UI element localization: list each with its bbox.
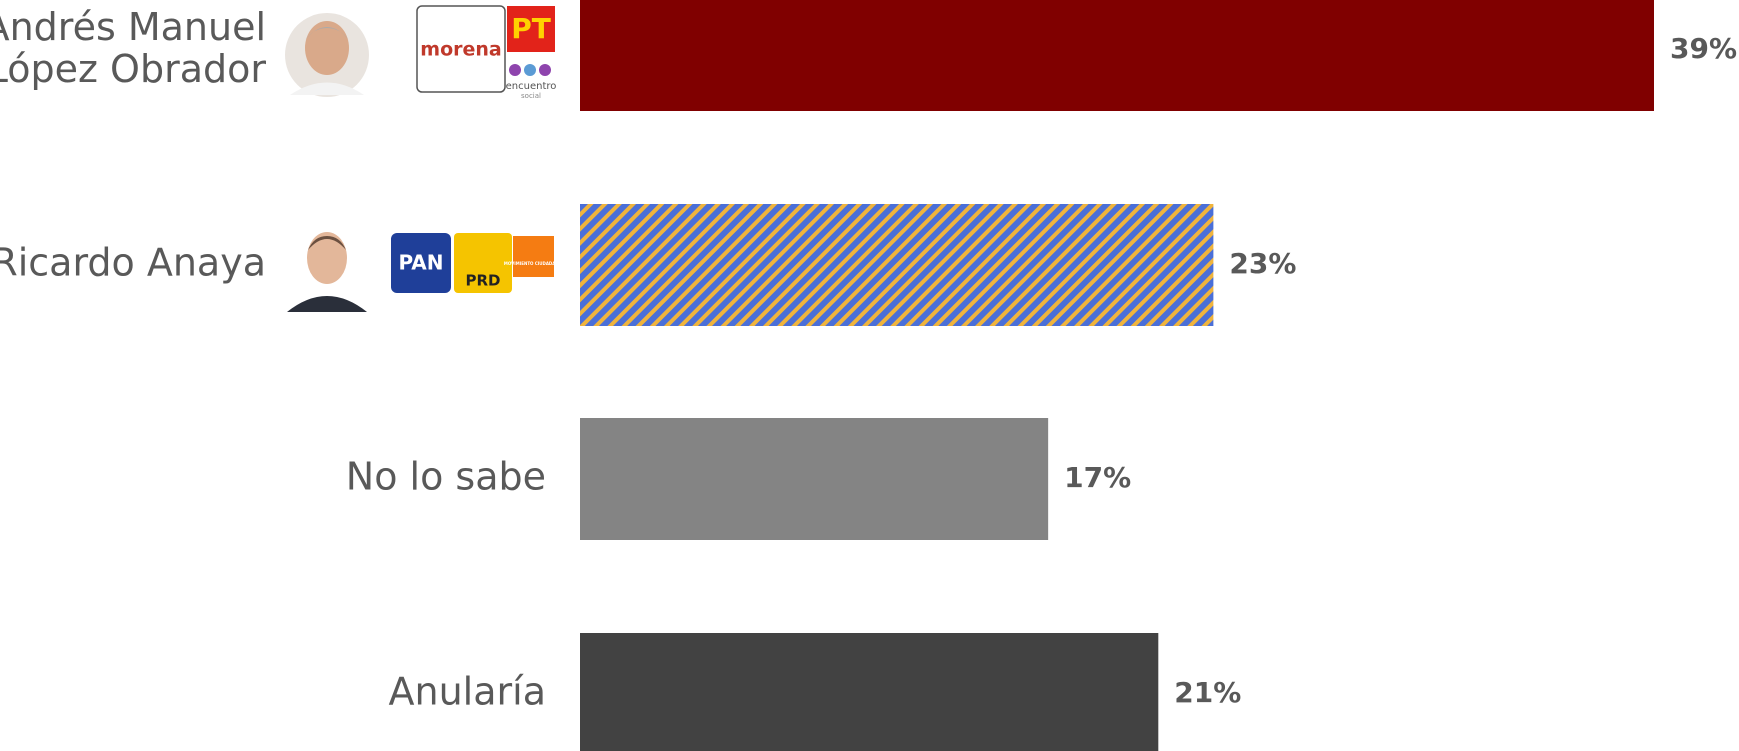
logo-text: PRD <box>466 272 501 290</box>
bar <box>580 418 1048 540</box>
bar <box>580 0 1654 111</box>
category-label: Anularía <box>389 670 546 714</box>
value-label: 21% <box>1174 676 1241 709</box>
party-logos: morena PT encuentrosocial PAN PRD MOVIMIENTO … <box>391 6 563 293</box>
logo-text: social <box>521 92 541 100</box>
category-label: Ricardo Anaya <box>0 241 266 285</box>
logo-text: encuentro <box>506 81 557 92</box>
bar <box>580 204 1213 326</box>
value-label: 23% <box>1229 247 1296 280</box>
candidate-photo <box>285 13 369 97</box>
logo-text: PAN <box>398 251 443 275</box>
bar <box>580 633 1158 751</box>
value-label: 39% <box>1670 32 1737 65</box>
category-label: Andrés ManuelLópez Obrador <box>0 5 266 91</box>
category-label: No lo sabe <box>346 455 546 499</box>
logo-text: morena <box>420 39 501 61</box>
candidate-photo <box>285 230 369 314</box>
value-label: 17% <box>1064 461 1131 494</box>
logo-text: PT <box>511 12 551 45</box>
logo-text: MOVIMIENTO CIUDADANO <box>504 261 563 266</box>
